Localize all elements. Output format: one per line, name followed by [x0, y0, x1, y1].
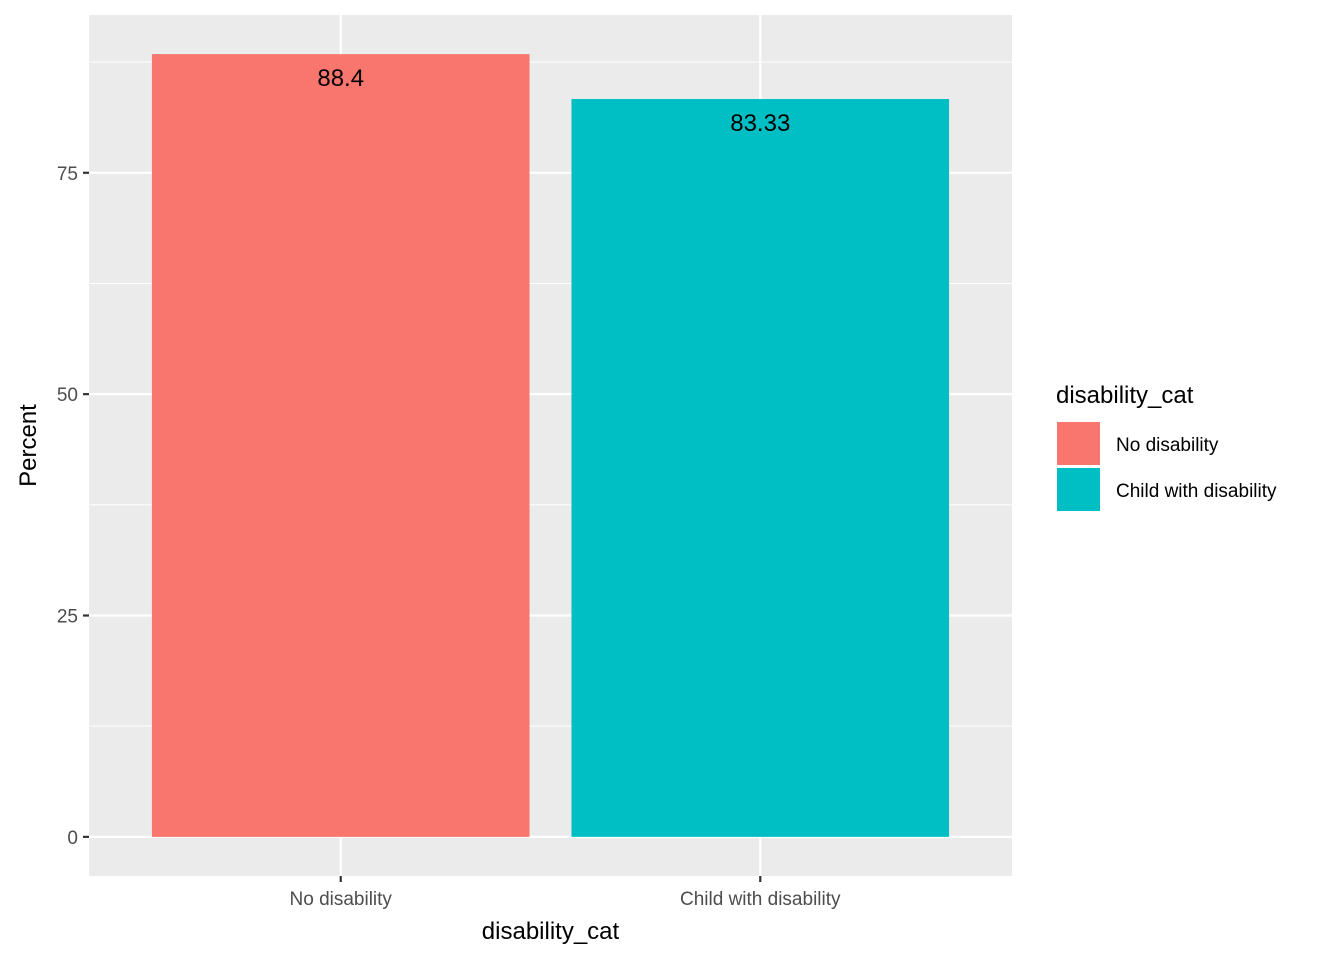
y-tick-label: 50	[57, 385, 78, 406]
legend: disability_cat No disability Child with d…	[1056, 382, 1277, 511]
x-axis: No disability Child with disability	[290, 876, 841, 910]
legend-label-1: No disability	[1116, 435, 1219, 456]
y-tick-label: 0	[67, 828, 78, 849]
data-label-1: 88.4	[317, 65, 364, 92]
data-labels: 88.4 83.33	[317, 65, 790, 137]
legend-label-2: Child with disability	[1116, 481, 1277, 502]
data-label-2: 83.33	[730, 110, 790, 137]
legend-entries: No disability Child with disability	[1057, 422, 1277, 511]
x-axis-title: disability_cat	[482, 918, 620, 945]
x-tick-label: Child with disability	[680, 889, 841, 910]
y-axis: 0 25 50 75	[57, 164, 89, 849]
y-tick-label: 75	[57, 164, 78, 185]
x-tick-label: No disability	[290, 889, 393, 910]
y-axis-title: Percent	[15, 404, 42, 487]
legend-swatch-1	[1057, 422, 1100, 465]
bar-2	[571, 99, 950, 837]
bars	[151, 54, 950, 837]
legend-swatch-2	[1057, 468, 1100, 511]
legend-title: disability_cat	[1056, 382, 1194, 409]
y-tick-label: 25	[57, 607, 78, 628]
bar-1	[151, 54, 530, 837]
